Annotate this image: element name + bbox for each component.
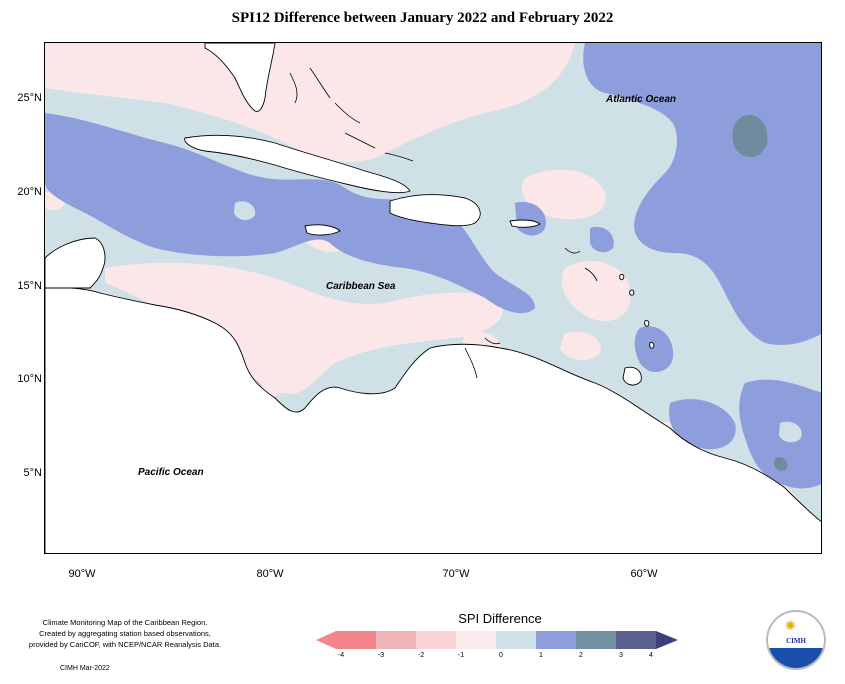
credit-date: CIMH Mar-2022 xyxy=(60,665,110,672)
lon-label-60w: 60°W xyxy=(630,568,658,580)
lon-label-90w: 90°W xyxy=(68,568,96,580)
lon-label-70w: 70°W xyxy=(442,568,470,580)
legend-tick-neg4: -4 xyxy=(337,652,345,659)
logo-text: CIMH xyxy=(786,637,806,645)
credit-text: Climate Monitoring Map of the Caribbean … xyxy=(0,617,250,650)
credit-line-1: Climate Monitoring Map of the Caribbean … xyxy=(42,618,208,627)
legend-colorbar xyxy=(316,631,678,649)
map-title: SPI12 Difference between January 2022 an… xyxy=(231,10,614,26)
sun-icon: ✺ xyxy=(785,618,796,633)
legend-swatch-5 xyxy=(496,631,536,649)
caribbean-sea-label: Caribbean Sea xyxy=(326,281,396,292)
lat-label-25n: 25°N xyxy=(17,92,42,104)
legend-swatch-1 xyxy=(336,631,376,649)
credit-line-2: Created by aggregating station based obs… xyxy=(39,629,211,638)
positive-difference-regions xyxy=(45,43,821,489)
legend-swatch-2 xyxy=(376,631,416,649)
pacific-ocean-label: Pacific Ocean xyxy=(138,467,204,478)
spi-map xyxy=(45,43,821,553)
lon-label-80w: 80°W xyxy=(256,568,284,580)
map-area xyxy=(44,42,822,554)
legend-swatch-7 xyxy=(576,631,616,649)
lat-label-15n: 15°N xyxy=(17,280,42,292)
land-masses xyxy=(45,43,821,553)
legend-swatch-8 xyxy=(616,631,656,649)
atlantic-ocean-label: Atlantic Ocean xyxy=(606,94,677,105)
legend-swatch-3 xyxy=(416,631,456,649)
legend-tick-0: 0 xyxy=(499,652,503,659)
strong-positive-regions xyxy=(732,114,788,471)
legend-arrow-left xyxy=(316,631,336,649)
legend-tick-neg2: -2 xyxy=(417,652,425,659)
legend-tick-neg3: -3 xyxy=(377,652,385,659)
legend-swatch-4 xyxy=(456,631,496,649)
cimh-logo: ✺ CIMH xyxy=(766,610,826,670)
legend-title: SPI Difference xyxy=(458,611,542,626)
legend-tick-neg1: -1 xyxy=(457,652,465,659)
small-islands xyxy=(289,67,598,379)
lat-label-10n: 10°N xyxy=(17,373,42,385)
legend-tick-3: 3 xyxy=(619,652,623,659)
lat-label-5n: 5°N xyxy=(23,467,42,479)
lat-label-20n: 20°N xyxy=(17,186,42,198)
legend-tick-4: 4 xyxy=(649,652,653,659)
wave-icon xyxy=(768,648,824,668)
legend-arrow-right xyxy=(656,631,678,649)
legend-tick-2: 2 xyxy=(579,652,583,659)
legend-tick-1: 1 xyxy=(539,652,543,659)
legend-swatch-6 xyxy=(536,631,576,649)
credit-line-3: provided by CariCOF, with NCEP/NCAR Rean… xyxy=(28,640,222,649)
light-islands xyxy=(234,201,802,443)
